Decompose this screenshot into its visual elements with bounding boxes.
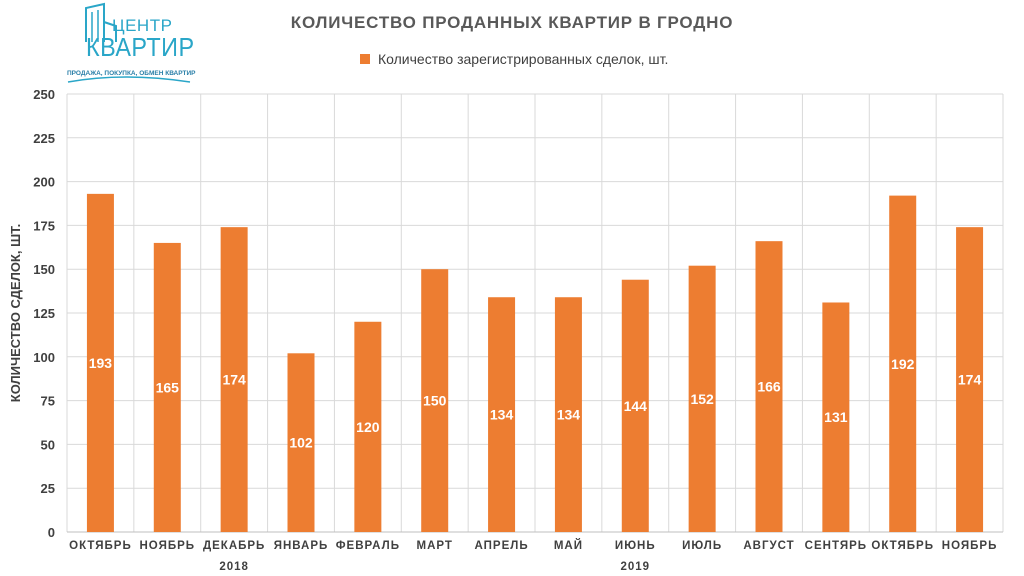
- bar: [421, 269, 449, 532]
- company-logo: ЦЕНТР КВАРТИР ПРОДАЖА, ПОКУПКА, ОБМЕН КВ…: [64, 2, 196, 88]
- bar-data-label: 193: [89, 355, 113, 371]
- y-tick-label: 25: [41, 481, 55, 496]
- logo-building-icon: [67, 2, 191, 83]
- y-tick-label: 0: [48, 525, 55, 540]
- x-tick-label: АВГУСТ: [743, 540, 794, 552]
- bar-data-label: 166: [757, 379, 781, 395]
- bar: [621, 279, 649, 532]
- x-tick-label: ДЕКАБРЬ: [203, 540, 265, 552]
- x-tick-label: НОЯБРЬ: [942, 540, 998, 552]
- bar-data-label: 134: [557, 407, 581, 423]
- y-tick-label: 100: [33, 350, 55, 365]
- bar-data-label: 165: [156, 379, 180, 395]
- bar: [354, 321, 382, 532]
- year-label: 2019: [620, 561, 650, 573]
- x-tick-label: АПРЕЛЬ: [475, 540, 529, 552]
- bar-data-label: 131: [824, 409, 848, 425]
- bar-data-label: 144: [624, 398, 648, 414]
- bar-data-label: 174: [958, 372, 982, 388]
- x-tick-label: МАРТ: [416, 540, 452, 552]
- y-tick-label: 175: [33, 218, 55, 233]
- bar-data-label: 192: [891, 356, 915, 372]
- bar: [153, 242, 181, 533]
- chart-title: КОЛИЧЕСТВО ПРОДАННЫХ КВАРТИР В ГРОДНО: [290, 13, 734, 32]
- legend-swatch: [360, 54, 370, 64]
- y-tick-label: 250: [33, 87, 55, 102]
- bar-data-label: 152: [690, 391, 714, 407]
- bar-data-label: 150: [423, 393, 447, 409]
- y-tick-label: 150: [33, 262, 55, 277]
- bar: [220, 227, 248, 533]
- x-tick-label: ОКТЯБРЬ: [871, 540, 934, 552]
- x-tick-label: МАЙ: [554, 539, 583, 552]
- bar: [86, 193, 114, 532]
- logo-tagline: ПРОДАЖА, ПОКУПКА, ОБМЕН КВАРТИР: [67, 70, 196, 77]
- chart-legend: Количество зарегистрированных сделок, шт…: [360, 50, 668, 68]
- x-tick-label: НОЯБРЬ: [139, 540, 195, 552]
- legend-label: Количество зарегистрированных сделок, шт…: [378, 51, 669, 67]
- bar: [956, 227, 984, 533]
- bar: [755, 241, 783, 532]
- y-tick-label: 225: [33, 131, 55, 146]
- logo-word: КВАРТИР: [86, 32, 195, 62]
- x-tick-label: ОКТЯБРЬ: [69, 540, 132, 552]
- bar: [688, 265, 716, 532]
- bar-data-label: 174: [222, 372, 246, 388]
- y-tick-label: 125: [33, 306, 55, 321]
- y-tick-label: 200: [33, 175, 55, 190]
- logo-top-text: ЦЕНТР: [112, 16, 173, 35]
- year-label: 2018: [219, 561, 249, 573]
- bar: [822, 302, 850, 532]
- y-tick-label: 50: [41, 437, 55, 452]
- y-axis-title: КОЛИЧЕСТВО СДЕЛОК, ШТ.: [8, 224, 23, 402]
- bar: [889, 195, 917, 532]
- x-tick-label: ЯНВАРЬ: [274, 540, 329, 552]
- bar-data-label: 102: [289, 435, 313, 451]
- x-tick-label: СЕНТЯРЬ: [805, 540, 867, 552]
- bar: [554, 297, 582, 532]
- bar: [488, 297, 516, 532]
- x-tick-label: ИЮНЬ: [615, 540, 656, 552]
- x-tick-label: ФЕВРАЛЬ: [336, 540, 400, 552]
- x-tick-label: ИЮЛЬ: [682, 540, 722, 552]
- y-tick-label: 75: [41, 394, 55, 409]
- bar-data-label: 134: [490, 407, 514, 423]
- bar-data-label: 120: [356, 419, 380, 435]
- bar: [287, 353, 315, 532]
